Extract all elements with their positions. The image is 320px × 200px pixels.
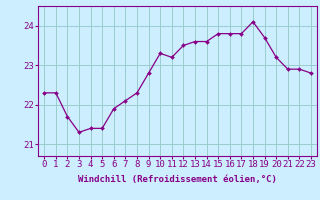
X-axis label: Windchill (Refroidissement éolien,°C): Windchill (Refroidissement éolien,°C) — [78, 175, 277, 184]
